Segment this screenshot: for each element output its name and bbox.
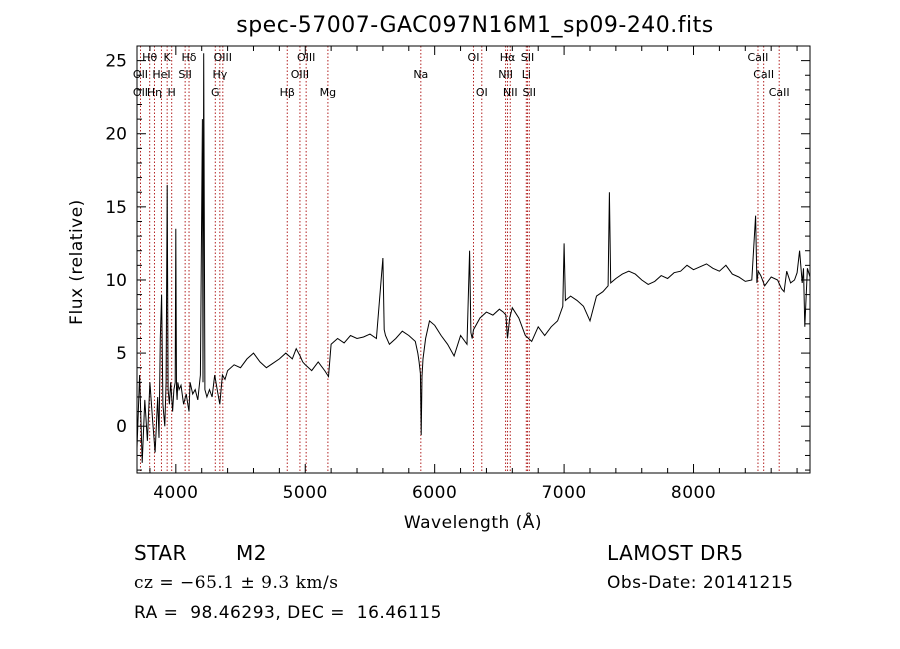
line-label: SII xyxy=(523,86,536,99)
line-label: OI xyxy=(468,51,480,64)
y-tick-label: 25 xyxy=(105,52,127,72)
spectral-line-markers xyxy=(139,46,780,473)
line-label: G xyxy=(211,86,220,99)
axis-tick-labels: 4000 5000 6000 7000 8000 0 5 10 15 20 25 xyxy=(105,52,716,503)
object-subclass: M2 xyxy=(236,541,267,565)
x-tick-label: 7000 xyxy=(541,483,586,503)
x-tick-label: 4000 xyxy=(153,483,198,503)
object-class: STAR xyxy=(134,541,187,565)
line-label: Hδ xyxy=(182,51,197,64)
data-release: LAMOST DR5 xyxy=(607,541,744,565)
line-label: Hθ xyxy=(142,51,157,64)
line-label: OI xyxy=(476,86,488,99)
line-label: SII xyxy=(521,51,534,64)
line-label: OIII xyxy=(214,51,232,64)
y-tick-label: 20 xyxy=(105,125,127,145)
line-label: OII xyxy=(133,68,148,81)
y-axis-label: Flux (relative) xyxy=(67,199,87,325)
line-label: CaII xyxy=(748,51,769,64)
line-label: K xyxy=(164,51,172,64)
line-label: Mg xyxy=(320,86,336,99)
observation-date: Obs-Date: 20141215 xyxy=(607,573,794,593)
line-label: NII xyxy=(503,86,518,99)
line-label: Hγ xyxy=(212,68,227,81)
x-tick-label: 6000 xyxy=(412,483,457,503)
chart-title: spec-57007-GAC097N16M1_sp09-240.fits xyxy=(236,13,714,38)
line-label: OIII xyxy=(291,68,309,81)
y-tick-label: 15 xyxy=(105,198,127,218)
y-tick-label: 0 xyxy=(116,417,127,437)
spectrum-line xyxy=(136,53,811,463)
redshift-velocity: cz = −65.1 ± 9.3 km/s xyxy=(134,573,339,593)
line-label: SII xyxy=(178,68,191,81)
sky-coordinates: RA = 98.46293, DEC = 16.46115 xyxy=(134,603,442,623)
line-label: OIII xyxy=(297,51,315,64)
line-label: Hη xyxy=(147,86,162,99)
line-label: Li xyxy=(522,68,531,81)
y-tick-label: 5 xyxy=(116,344,127,364)
y-tick-label: 10 xyxy=(105,271,127,291)
line-label: CaII xyxy=(769,86,790,99)
line-label: OII xyxy=(133,86,148,99)
line-label: Na xyxy=(413,68,428,81)
axis-ticks xyxy=(137,45,810,473)
line-label: NII xyxy=(498,68,513,81)
x-tick-label: 5000 xyxy=(283,483,328,503)
line-label: HeI xyxy=(152,68,170,81)
line-label: Hα xyxy=(500,51,516,64)
line-label: H xyxy=(168,86,176,99)
line-label: CaII xyxy=(753,68,774,81)
x-tick-label: 8000 xyxy=(671,483,716,503)
x-axis-label: Wavelength (Å) xyxy=(404,511,542,533)
line-label: Hβ xyxy=(280,86,295,99)
plot-frame xyxy=(136,45,811,474)
